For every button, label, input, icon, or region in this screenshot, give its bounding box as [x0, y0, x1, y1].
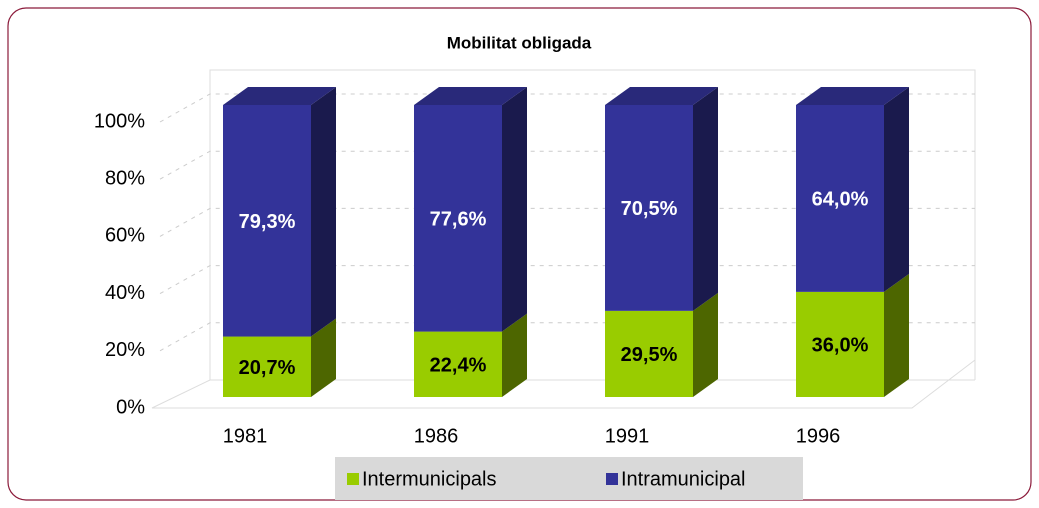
- data-label: 20,7%: [239, 357, 296, 379]
- data-label: 29,5%: [621, 344, 678, 366]
- x-tick-label: 1986: [414, 425, 459, 447]
- bar: [796, 291, 884, 397]
- y-tick-label: 0%: [116, 396, 145, 418]
- legend-swatch: [347, 473, 359, 485]
- x-tick-label: 1996: [796, 425, 841, 447]
- legend-label: Intramunicipal: [621, 468, 746, 490]
- bar-side: [693, 87, 718, 311]
- data-label: 77,6%: [430, 209, 487, 231]
- legend-label: Intermunicipals: [362, 468, 497, 490]
- data-label: 36,0%: [812, 335, 869, 357]
- grid-line: [159, 265, 975, 295]
- grid-line: [159, 150, 975, 180]
- grid-line: [159, 93, 975, 123]
- bar-side: [311, 87, 336, 337]
- bar-side: [311, 318, 336, 397]
- bar: [414, 105, 502, 332]
- bar-side: [884, 87, 909, 292]
- legend: [335, 457, 803, 500]
- bar-side: [693, 292, 718, 397]
- x-tick-label: 1991: [605, 425, 650, 447]
- bar: [414, 331, 502, 397]
- bar-side: [502, 313, 527, 397]
- bar-top: [796, 87, 909, 105]
- bar-top: [414, 87, 527, 105]
- bar-top: [223, 87, 336, 105]
- bar: [796, 105, 884, 292]
- legend-swatch: [606, 473, 618, 485]
- bar: [605, 105, 693, 311]
- y-tick-label: 60%: [105, 225, 145, 247]
- y-tick-label: 20%: [105, 339, 145, 361]
- chart-title: Mobilitat obligada: [447, 33, 592, 52]
- grid-line: [159, 322, 975, 352]
- y-tick-label: 100%: [94, 110, 145, 132]
- data-label: 22,4%: [430, 355, 487, 377]
- y-tick-label: 80%: [105, 167, 145, 189]
- bar: [223, 336, 311, 397]
- bar-top: [605, 87, 718, 105]
- bar: [605, 310, 693, 397]
- y-tick-label: 40%: [105, 282, 145, 304]
- grid-line: [159, 207, 975, 237]
- bar-side: [884, 273, 909, 397]
- x-tick-label: 1981: [223, 425, 268, 447]
- data-label: 70,5%: [621, 198, 678, 220]
- bar-side: [502, 87, 527, 332]
- bar: [223, 105, 311, 337]
- data-label: 64,0%: [812, 189, 869, 211]
- data-label: 79,3%: [239, 211, 296, 233]
